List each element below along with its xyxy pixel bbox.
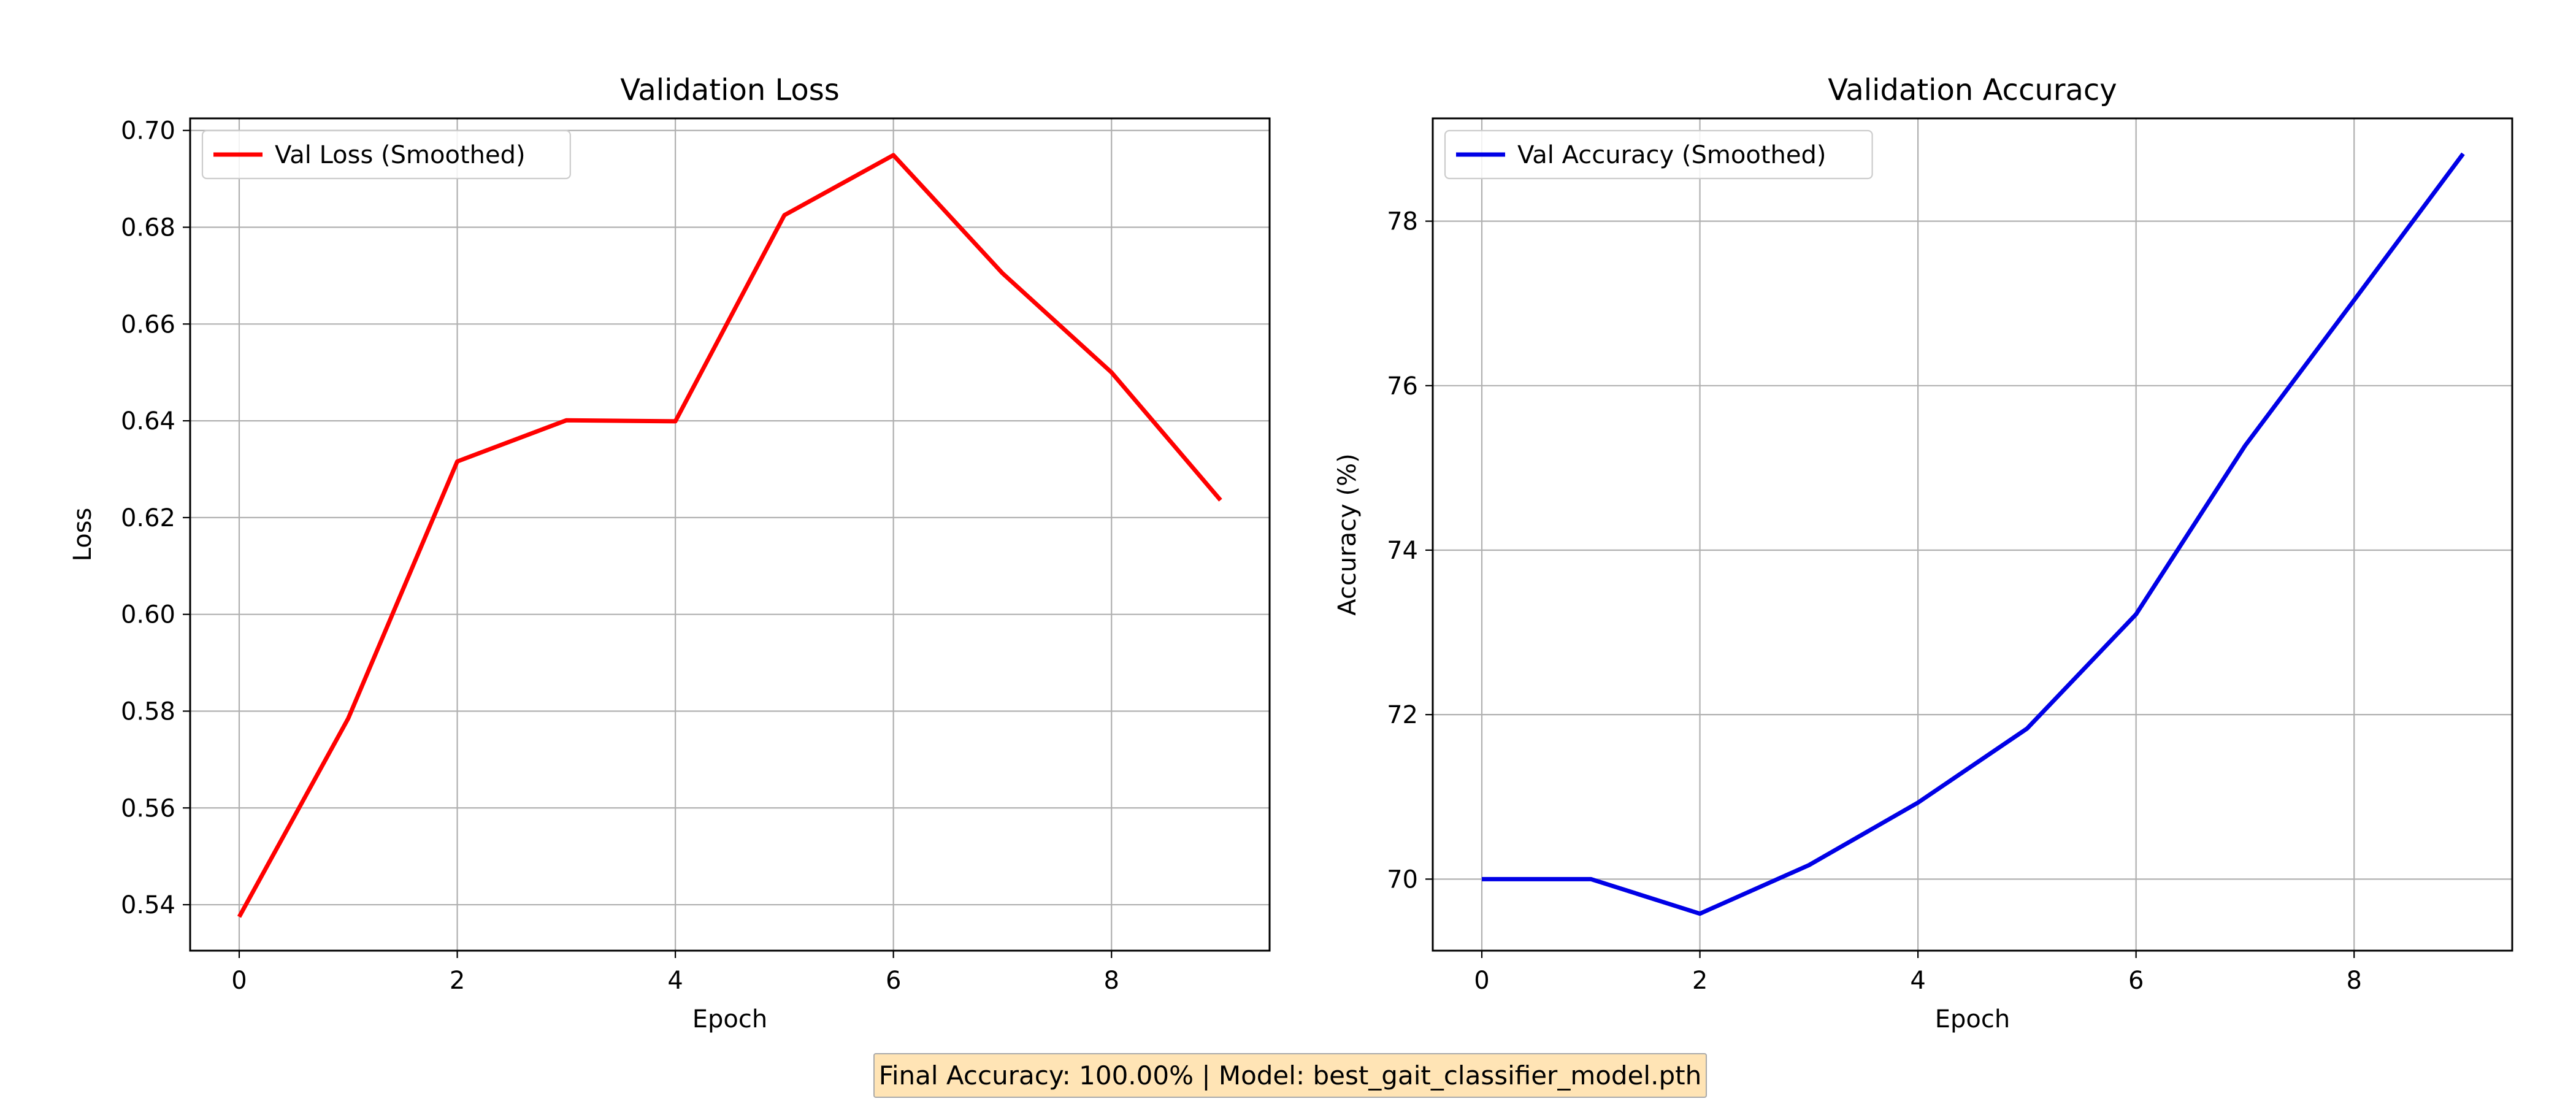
loss-x-tick-label: 2 — [450, 967, 465, 995]
accuracy-y-tick-label: 72 — [1387, 701, 1418, 729]
accuracy-y-tick-label: 78 — [1387, 208, 1418, 236]
final-accuracy-text: Final Accuracy: 100.00% | Model: best_ga… — [878, 1060, 1702, 1091]
loss-y-tick-label: 0.54 — [121, 891, 175, 919]
loss-legend-box — [201, 129, 571, 180]
loss-chart: 0 2 4 6 8 0.54 0.56 0.58 0.60 0.62 0.64 0.66 0.68 0.7… — [69, 73, 1271, 1033]
accuracy-y-tick-label: 76 — [1387, 372, 1418, 401]
loss-y-tick-label: 0.70 — [121, 117, 175, 145]
final-accuracy-annotation: Final Accuracy: 100.00% | Model: best_ga… — [873, 1053, 1707, 1098]
loss-y-tick-label: 0.68 — [121, 214, 175, 242]
loss-series-line — [237, 153, 1222, 918]
loss-legend-label: Val Loss (Smoothed) — [275, 141, 526, 169]
accuracy-y-tick-label: 74 — [1387, 537, 1418, 565]
loss-y-tick-label: 0.62 — [121, 504, 175, 532]
loss-y-tick-label: 0.64 — [121, 407, 175, 435]
loss-y-tick-label: 0.66 — [121, 310, 175, 339]
loss-y-tick-label: 0.60 — [121, 601, 175, 629]
loss-x-tick-label: 4 — [667, 967, 683, 995]
loss-x-tick-label: 8 — [1103, 967, 1119, 995]
loss-x-axis-label: Epoch — [692, 1005, 767, 1033]
loss-y-tick-label: 0.58 — [121, 697, 175, 726]
accuracy-chart-title: Validation Accuracy — [1828, 73, 2117, 107]
loss-y-axis-label: Loss — [69, 508, 97, 562]
accuracy-y-axis-label: Accuracy (%) — [1333, 453, 1362, 616]
accuracy-x-tick-label: 2 — [1692, 967, 1708, 995]
loss-axes-frame — [189, 117, 1271, 952]
accuracy-series-line — [1482, 152, 2465, 916]
loss-y-tick-label: 0.56 — [121, 794, 175, 822]
accuracy-x-tick-label: 4 — [1910, 967, 1925, 995]
accuracy-legend-box — [1444, 129, 1873, 180]
accuracy-x-tick-label: 0 — [1474, 967, 1489, 995]
loss-x-tick-label: 6 — [886, 967, 901, 995]
accuracy-y-tick-label: 70 — [1387, 865, 1418, 894]
accuracy-axes-frame — [1432, 117, 2513, 952]
accuracy-x-axis-label: Epoch — [1935, 1005, 2010, 1033]
loss-x-tick-label: 0 — [231, 967, 247, 995]
accuracy-x-tick-label: 8 — [2346, 967, 2361, 995]
loss-chart-title: Validation Loss — [620, 73, 840, 107]
accuracy-legend-label: Val Accuracy (Smoothed) — [1517, 141, 1826, 169]
accuracy-x-tick-label: 6 — [2128, 967, 2144, 995]
